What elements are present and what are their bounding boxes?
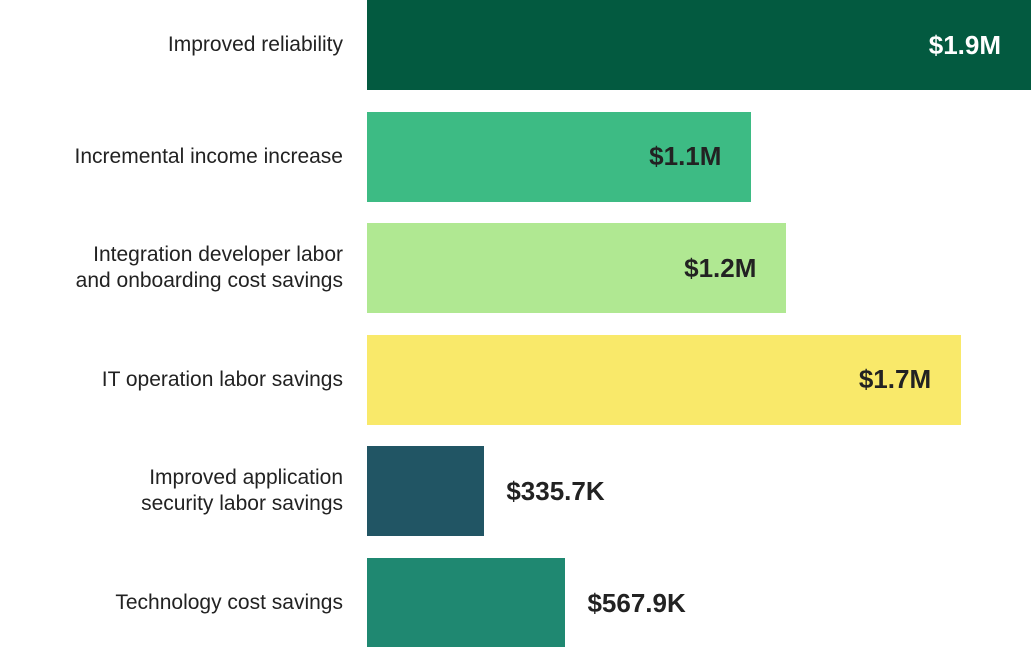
value-label: $1.1M (649, 141, 722, 172)
category-label: Improved reliability (167, 33, 343, 56)
value-label: $1.7M (858, 364, 932, 395)
bar (367, 446, 485, 537)
bar (367, 223, 787, 314)
category-label: Improved application security labor savi… (141, 466, 343, 516)
bar (367, 558, 566, 647)
bar (367, 0, 1031, 90)
category-label: Incremental income increase (74, 144, 343, 168)
value-label: $567.9K (587, 587, 686, 618)
category-label: Technology cost savings (115, 591, 343, 614)
category-label: Integration developer labor and onboardi… (75, 243, 343, 293)
value-label: $335.7K (506, 475, 605, 506)
value-label: $1.9M (928, 29, 1001, 60)
bar (367, 111, 752, 202)
bar (367, 334, 962, 425)
category-label: IT operation labor savings (101, 367, 343, 391)
value-label: $1.2M (684, 252, 757, 283)
